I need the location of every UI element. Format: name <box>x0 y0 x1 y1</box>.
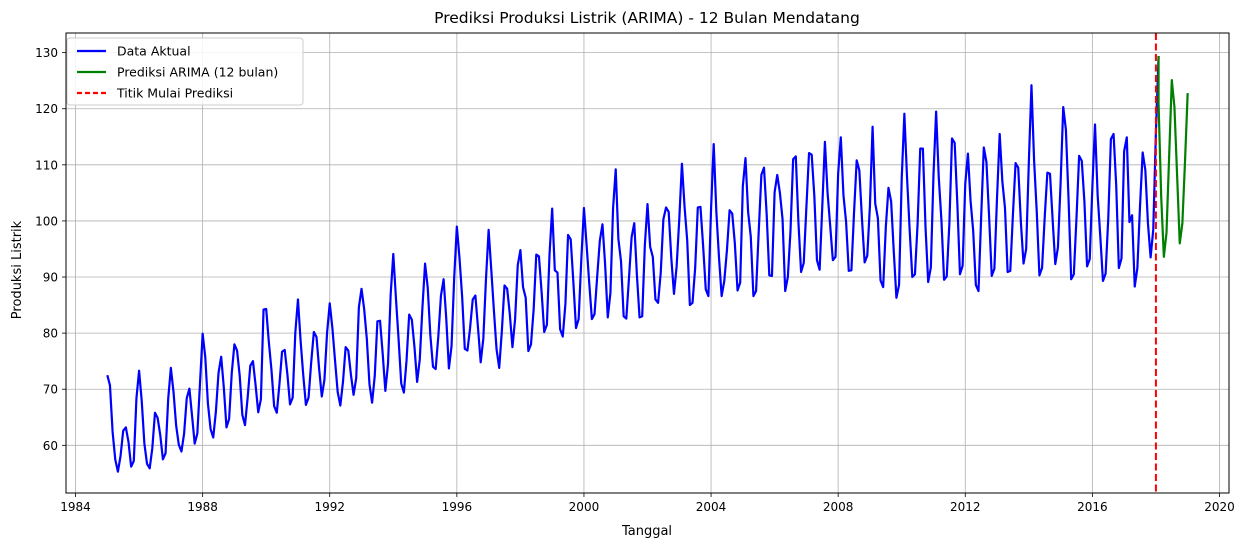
x-tick-label: 1996 <box>442 500 473 514</box>
y-axis: 60 70 80 90 100 110 120 130 <box>35 46 66 453</box>
legend: Data Aktual Prediksi ARIMA (12 bulan) Titi… <box>66 37 304 106</box>
x-axis: 1984 1988 1992 1996 2000 2004 2008 2012 2016 2020 <box>60 493 1235 514</box>
x-tick-label: 2020 <box>1204 500 1235 514</box>
x-tick-label: 2004 <box>696 500 727 514</box>
grid <box>66 33 1229 493</box>
x-tick-label: 2016 <box>1077 500 1108 514</box>
chart-title: Prediksi Produksi Listrik (ARIMA) - 12 B… <box>434 9 860 27</box>
legend-label: Titik Mulai Prediksi <box>116 86 233 101</box>
y-tick-label: 120 <box>35 102 58 116</box>
plot-frame <box>65 32 1230 494</box>
series-line-2 <box>1157 55 1189 258</box>
y-tick-label: 100 <box>35 214 58 228</box>
y-tick-label: 90 <box>43 271 58 285</box>
x-tick-label: 2012 <box>950 500 981 514</box>
x-tick-label: 1988 <box>187 500 218 514</box>
legend-box <box>66 37 304 106</box>
legend-label: Data Aktual <box>117 44 191 59</box>
x-tick-label: 2000 <box>569 500 600 514</box>
y-axis-label: Produksi Listrik <box>10 220 25 319</box>
y-tick-label: 60 <box>43 439 58 453</box>
series-layer <box>106 55 1189 473</box>
y-tick-label: 110 <box>35 158 58 172</box>
x-tick-label: 2008 <box>823 500 854 514</box>
y-tick-label: 80 <box>43 327 58 341</box>
x-tick-label: 1992 <box>314 500 345 514</box>
y-tick-label: 130 <box>35 46 58 60</box>
x-tick-label: 1984 <box>60 500 91 514</box>
legend-label: Prediksi ARIMA (12 bulan) <box>117 65 278 80</box>
x-axis-label: Tanggal <box>621 524 672 539</box>
series-line-1 <box>106 55 1160 473</box>
y-tick-label: 70 <box>43 383 58 397</box>
